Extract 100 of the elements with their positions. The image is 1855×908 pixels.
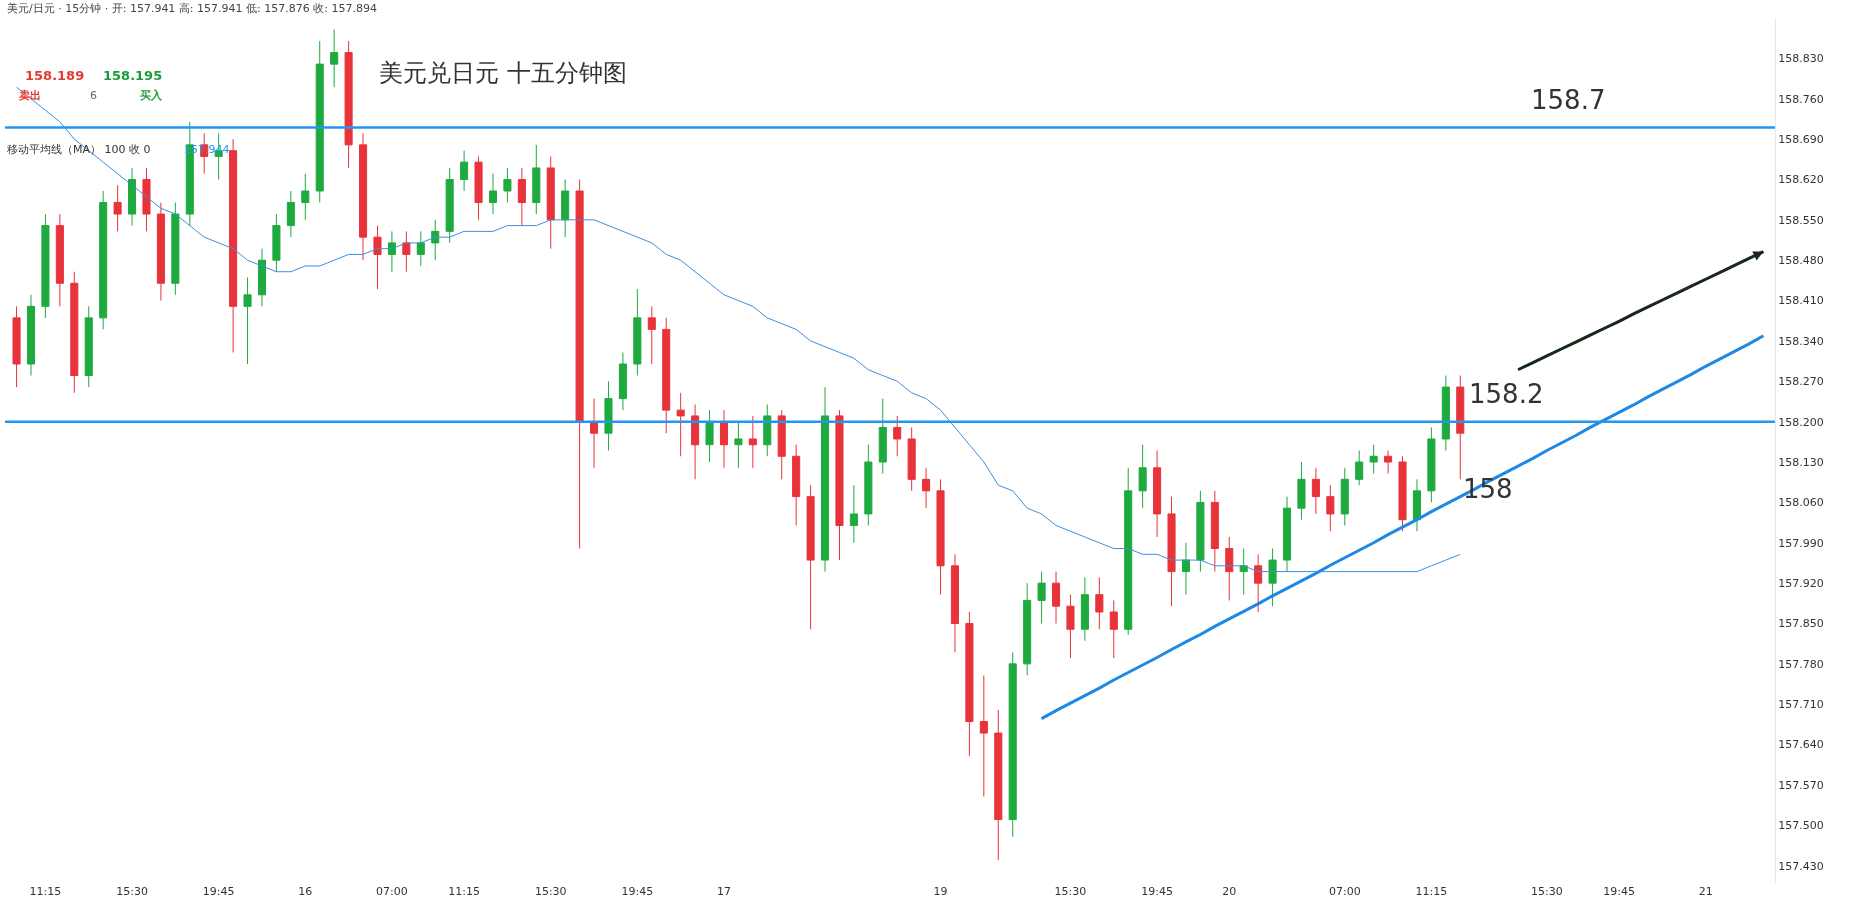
x-tick-label: 15:30 (1531, 885, 1563, 898)
candlestick (1412, 478, 1421, 532)
candlestick (243, 277, 252, 365)
candlestick (1008, 651, 1017, 838)
y-tick-label: 158.620 (1778, 173, 1824, 187)
candlestick (994, 709, 1003, 861)
y-tick-label: 157.570 (1778, 778, 1824, 792)
candlestick (272, 213, 281, 273)
candlestick (662, 317, 671, 434)
x-tick-label: 20 (1222, 885, 1237, 898)
y-tick-label: 157.780 (1778, 657, 1824, 671)
candlestick (142, 167, 151, 232)
y-tick-label: 158.830 (1778, 52, 1824, 66)
candlestick (1066, 594, 1075, 659)
candlestick (229, 138, 238, 353)
candlestick (70, 271, 79, 394)
candlestick (99, 190, 108, 330)
x-tick-label: 11:15 (448, 885, 480, 898)
candlestick (561, 178, 570, 238)
y-tick-label: 157.500 (1778, 819, 1824, 833)
candlestick (474, 155, 483, 221)
candlestick (1427, 426, 1436, 503)
candlestick (1369, 444, 1378, 475)
candlestick (864, 444, 873, 526)
candlestick (676, 392, 685, 457)
candlestick (1282, 496, 1292, 573)
candlestick (315, 40, 324, 204)
candlestick (1023, 582, 1032, 676)
candlestick (835, 409, 844, 561)
y-tick-label: 157.430 (1778, 859, 1824, 873)
annotation: 6 (90, 89, 97, 102)
candlestick (806, 484, 815, 630)
line-series (1040, 334, 1765, 721)
annotation: 158.195 (103, 68, 163, 83)
x-tick-label: 17 (716, 885, 731, 898)
candlestick (748, 415, 757, 469)
y-tick-label: 158.060 (1778, 496, 1824, 510)
candlestick (1456, 375, 1465, 480)
y-tick-label: 158.340 (1778, 334, 1824, 348)
candlestick (1196, 490, 1205, 573)
y-tick-label: 157.850 (1778, 617, 1824, 631)
y-tick-label: 157.920 (1778, 576, 1824, 590)
candlestick (922, 467, 931, 509)
candlestick (950, 553, 959, 653)
y-tick-label: 158.410 (1778, 294, 1824, 308)
candlestick (633, 288, 642, 377)
y-tick-label: 158.480 (1778, 254, 1824, 268)
candlestick (402, 230, 411, 273)
candlestick (12, 305, 21, 388)
candlestick (257, 248, 267, 307)
candlestick (1138, 444, 1147, 509)
candlestick (546, 155, 555, 250)
y-tick-label: 158.270 (1778, 375, 1824, 389)
candlestick (777, 409, 786, 480)
x-tick-label: 19:45 (1141, 885, 1173, 898)
y-tick-label: 157.640 (1778, 738, 1824, 752)
candlestick (517, 167, 526, 227)
candlestick (618, 351, 627, 411)
candlestick (792, 444, 801, 526)
candlestick (359, 132, 368, 261)
candlestick (734, 421, 743, 469)
y-tick-label: 158.200 (1778, 415, 1824, 429)
candlestick (893, 415, 902, 457)
candlestick (128, 167, 137, 227)
candlestick (1095, 576, 1104, 630)
candlestick (41, 213, 50, 319)
candlestick (590, 398, 599, 469)
candlestick (763, 403, 772, 457)
candlestick (1181, 542, 1190, 596)
candlestick (84, 305, 93, 388)
candlestick (1109, 599, 1118, 659)
candlestick (1297, 461, 1306, 521)
candlestick (1037, 571, 1046, 624)
y-tick-label: 158.550 (1778, 213, 1824, 227)
candlestick (907, 426, 916, 492)
candlestick (965, 611, 974, 757)
x-tick-label: 19 (933, 885, 948, 898)
candlestick (575, 178, 584, 550)
candlestick (1239, 548, 1248, 596)
candlestick (171, 202, 180, 296)
x-tick-label: 15:30 (1054, 885, 1087, 898)
candlestick (1210, 490, 1219, 573)
candlestick (1340, 467, 1349, 526)
candlestick (1124, 467, 1133, 636)
annotation: 卖出 (19, 89, 41, 102)
x-tick-label: 15:30 (534, 885, 567, 898)
candlestick (1225, 536, 1234, 601)
candlestick (1051, 571, 1061, 624)
candlestick (1441, 375, 1450, 451)
x-tick-label: 19:45 (621, 885, 654, 898)
candlestick (286, 190, 295, 238)
x-tick-label: 21 (1698, 885, 1713, 898)
candlestick (1254, 553, 1263, 613)
candlestick (387, 230, 396, 273)
annotation: 移动平均线（MA） 100 收 0 (7, 143, 151, 156)
text: 美元兑日元 十五分钟图 (379, 59, 627, 87)
candlestick (1167, 496, 1176, 607)
candlestick (647, 305, 656, 365)
x-tick-label: 15:30 (116, 885, 148, 898)
candlestick (936, 478, 945, 596)
